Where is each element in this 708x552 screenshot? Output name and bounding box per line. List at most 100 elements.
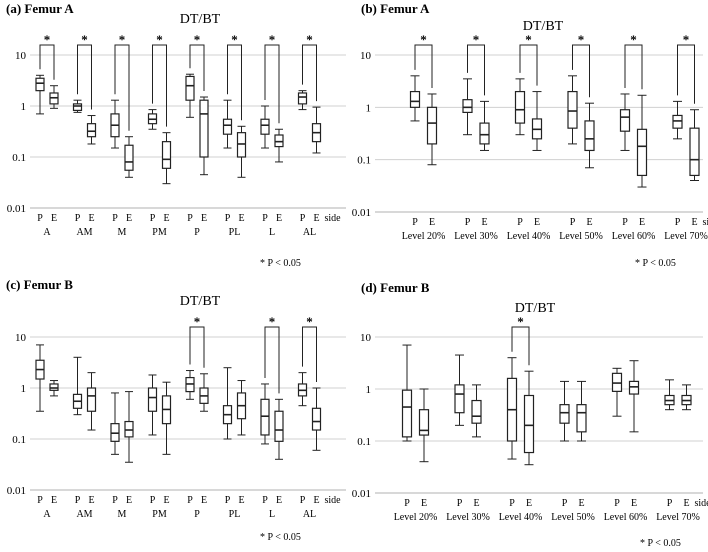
side-label-E: E: [201, 495, 207, 506]
side-label-P: P: [37, 495, 43, 506]
category-label: M: [118, 227, 127, 238]
box-P: [35, 77, 45, 92]
side-label-E: E: [313, 213, 319, 224]
y-tick-label: 0.01: [352, 207, 371, 219]
category-label: Level 40%: [507, 231, 551, 242]
category-label: Level 50%: [559, 231, 603, 242]
category-label: A: [43, 509, 51, 520]
p-value-note: * P < 0.05: [260, 258, 301, 269]
side-label-P: P: [509, 498, 515, 509]
box-E: [86, 387, 97, 412]
side-label-P: P: [75, 495, 81, 506]
side-label-E: E: [51, 495, 57, 506]
side-axis-label: side: [703, 217, 708, 228]
panel-label: (b) Femur A: [361, 1, 430, 16]
box-P: [514, 90, 526, 124]
side-label-P: P: [465, 217, 471, 228]
y-tick-label: 0.1: [12, 152, 26, 164]
significance-bracket: [264, 326, 280, 394]
box-P: [567, 90, 578, 129]
box-E: [199, 99, 209, 158]
side-label-E: E: [691, 217, 697, 228]
side-axis-label: side: [325, 495, 342, 506]
significance-bracket: [572, 44, 590, 98]
p-value-note: * P < 0.05: [635, 258, 676, 269]
significance-bracket: [519, 44, 538, 86]
category-label: Level 30%: [446, 512, 490, 523]
y-tick-label: 10: [15, 332, 27, 344]
side-label-E: E: [163, 213, 169, 224]
side-label-P: P: [300, 495, 306, 506]
chart-title: DT/BT: [180, 12, 221, 27]
side-axis-label: side: [325, 213, 342, 224]
side-label-E: E: [313, 495, 319, 506]
side-label-E: E: [683, 498, 689, 509]
category-label: PL: [229, 227, 241, 238]
box-E: [311, 407, 322, 431]
significance-bracket: [189, 326, 205, 368]
side-label-E: E: [201, 213, 207, 224]
side-label-E: E: [586, 217, 592, 228]
box-E: [479, 122, 490, 145]
side-label-P: P: [412, 217, 418, 228]
y-tick-label: 10: [15, 50, 27, 62]
category-label: Level 20%: [402, 231, 446, 242]
box-E: [236, 132, 247, 158]
category-label: L: [269, 227, 275, 238]
category-label: M: [118, 509, 127, 520]
box-E: [636, 128, 648, 177]
side-label-E: E: [473, 498, 479, 509]
box-P: [409, 90, 421, 108]
significance-bracket: [189, 44, 205, 92]
chart-title: DT/BT: [180, 294, 221, 309]
side-label-E: E: [163, 495, 169, 506]
box-P: [559, 404, 570, 424]
side-label-E: E: [238, 495, 244, 506]
box-E: [471, 399, 482, 424]
significance-bracket: [302, 326, 317, 382]
y-tick-label: 0.1: [12, 434, 26, 446]
side-label-E: E: [126, 213, 132, 224]
y-tick-label: 0.1: [357, 155, 371, 167]
significance-star: *: [269, 314, 276, 329]
box-P: [260, 398, 270, 436]
significance-bracket: [39, 44, 55, 80]
y-tick-label: 1: [366, 102, 372, 114]
category-label: AL: [303, 509, 316, 520]
significance-star: *: [269, 32, 276, 47]
significance-bracket: [302, 44, 317, 102]
box-P: [297, 92, 308, 105]
side-label-P: P: [457, 498, 463, 509]
y-tick-label: 0.01: [352, 488, 371, 500]
box-E: [426, 106, 438, 145]
side-label-P: P: [112, 495, 118, 506]
side-label-P: P: [150, 495, 156, 506]
significance-star: *: [306, 32, 313, 47]
category-label: Level 70%: [664, 231, 708, 242]
box-P: [619, 109, 631, 132]
category-label: Level 20%: [394, 512, 438, 523]
side-label-P: P: [675, 217, 681, 228]
side-label-E: E: [534, 217, 540, 228]
side-label-E: E: [481, 217, 487, 228]
side-label-P: P: [562, 498, 568, 509]
box-P: [185, 75, 195, 101]
side-label-P: P: [75, 213, 81, 224]
box-P: [147, 387, 158, 412]
category-label: PM: [152, 227, 167, 238]
side-label-P: P: [150, 213, 156, 224]
box-P: [672, 114, 683, 129]
significance-bracket: [227, 44, 242, 121]
category-label: PM: [152, 509, 167, 520]
side-label-E: E: [51, 213, 57, 224]
side-label-E: E: [88, 213, 94, 224]
box-E: [124, 144, 134, 171]
box-E: [86, 123, 97, 138]
category-label: AM: [76, 509, 92, 520]
side-label-P: P: [614, 498, 620, 509]
significance-star: *: [194, 32, 201, 47]
category-label: Level 60%: [612, 231, 656, 242]
